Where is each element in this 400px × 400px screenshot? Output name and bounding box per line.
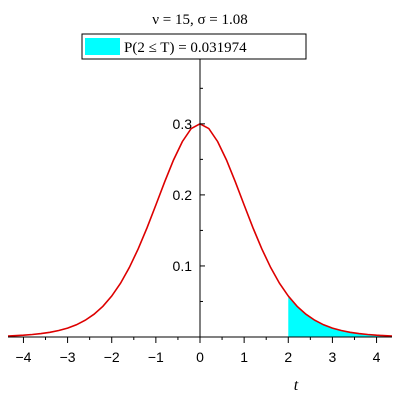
chart-title: ν = 15, σ = 1.08 [152,12,248,28]
y-tick-label: 0.2 [173,187,193,203]
x-tick-label: −4 [15,349,31,365]
x-tick-label: −3 [60,349,76,365]
x-tick-label: −1 [148,349,164,365]
legend-label: P(2 ≤ T) = 0.031974 [124,40,247,56]
x-tick-label: −2 [104,349,120,365]
x-axis-label: t [294,377,299,394]
x-tick-label: 3 [329,349,337,365]
x-tick-label: 2 [284,349,292,365]
legend-swatch [85,38,120,55]
legend: P(2 ≤ T) = 0.031974 [81,33,307,60]
shaded-tail-area [288,296,392,337]
ticks-layer: −4 −3 −2 −1 0 1 2 3 4 0.1 0.2 0.3 [15,87,381,365]
x-tick-label: 4 [373,349,381,365]
axes-layer [8,59,392,338]
x-tick-label: 0 [196,349,204,365]
shaded-region-layer [288,296,392,337]
y-tick-label: 0.3 [173,116,193,132]
y-tick-label: 0.1 [173,258,193,274]
x-tick-label: 1 [240,349,248,365]
